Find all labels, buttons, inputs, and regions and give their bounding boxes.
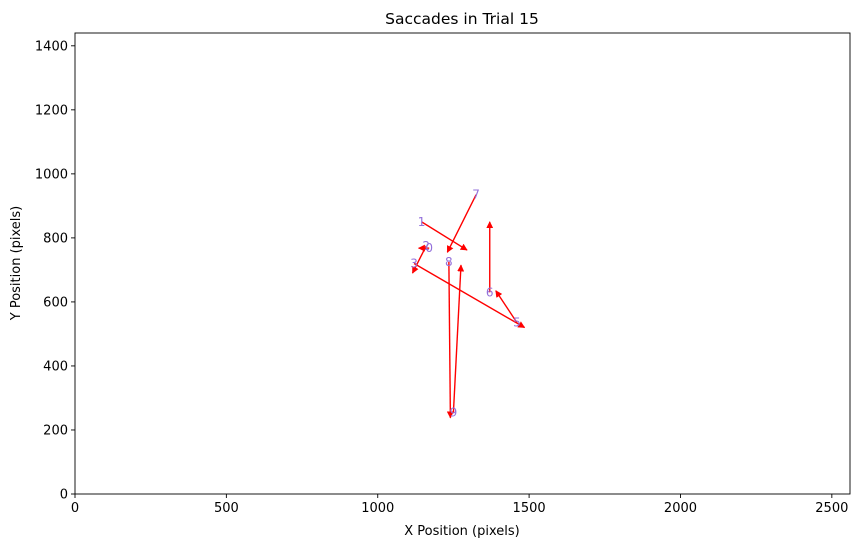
- saccade-label: 5: [513, 316, 521, 330]
- saccade-arrow: [421, 221, 468, 251]
- x-tick-label: 500: [214, 501, 239, 516]
- saccade-arrows: 1 23 5 6 7 8 9 0: [410, 188, 526, 419]
- saccade-label: 0: [425, 241, 433, 255]
- x-tick-label: 2500: [815, 501, 848, 516]
- y-tick-label: 1200: [35, 103, 68, 118]
- plot-area: [74, 32, 851, 495]
- saccade-arrow: [413, 262, 526, 329]
- y-tick-label: 800: [43, 231, 68, 246]
- saccade-arrow: [495, 290, 518, 324]
- y-tick-label: 0: [60, 488, 68, 503]
- x-tick-label: 0: [71, 501, 79, 516]
- y-tick-label: 400: [43, 359, 68, 374]
- saccade-arrow: [452, 264, 465, 413]
- x-axis-label: X Position (pixels): [404, 524, 519, 539]
- saccade-label: 9: [450, 405, 458, 419]
- chart-title: Saccades in Trial 15: [385, 10, 539, 28]
- y-tick-label: 600: [43, 295, 68, 310]
- x-tick-label: 1500: [513, 501, 546, 516]
- saccade-label: 7: [472, 188, 480, 202]
- saccade-label: 3: [410, 257, 418, 271]
- saccade-label: 1: [418, 215, 426, 229]
- x-axis: 0 500 1000 1500 2000 2500: [71, 494, 848, 516]
- x-tick-label: 2000: [664, 501, 697, 516]
- y-tick-label: 1000: [35, 167, 68, 182]
- y-tick-label: 1400: [35, 39, 68, 54]
- x-tick-label: 1000: [361, 501, 394, 516]
- y-tick-label: 200: [43, 423, 68, 438]
- saccade-label: 2: [422, 239, 430, 253]
- saccade-arrow: [446, 261, 454, 419]
- y-axis: 0 200 400 600 800 1000 1200 1400: [35, 39, 75, 503]
- y-axis-label: Y Position (pixels): [9, 206, 24, 322]
- saccade-label: 8: [445, 255, 453, 269]
- saccade-arrow: [446, 194, 477, 253]
- saccade-label: 6: [486, 285, 494, 299]
